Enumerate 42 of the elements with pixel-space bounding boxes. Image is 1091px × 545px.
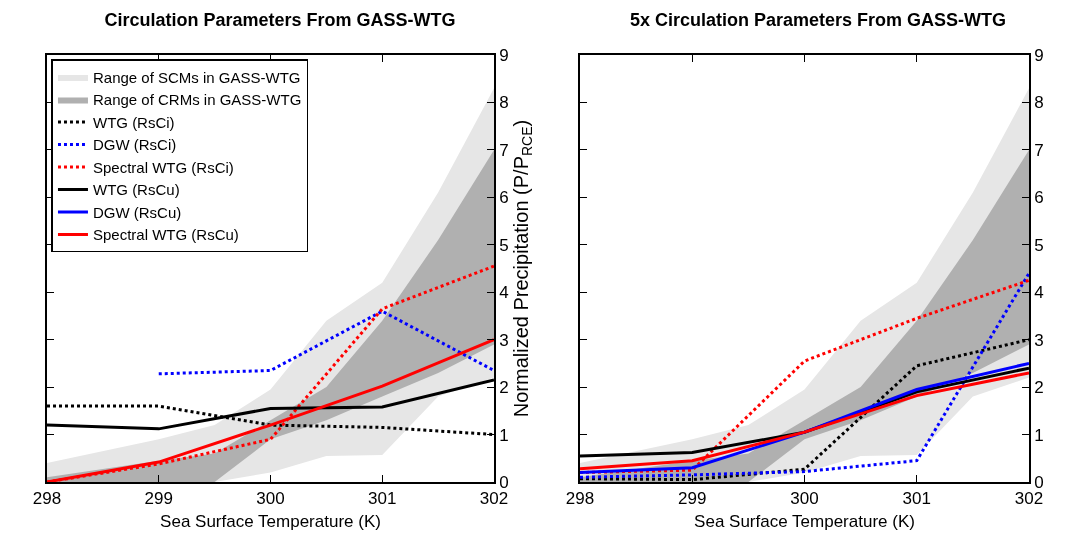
x-tick-label: 302 — [1014, 489, 1044, 509]
y-tick-label: 5 — [1034, 235, 1044, 255]
y-tick-label: 1 — [499, 425, 509, 445]
x-axis-title: Sea Surface Temperature (K) — [694, 512, 915, 532]
x-tick-label: 302 — [479, 489, 509, 509]
y-tick-label: 7 — [1034, 140, 1044, 160]
legend-label: Range of CRMs in GASS-WTG — [92, 91, 302, 109]
y-tick-label: 8 — [1034, 93, 1044, 113]
y-tick-label: 4 — [499, 283, 509, 303]
x-tick-label: 298 — [565, 489, 595, 509]
legend-label: Spectral WTG (RsCu) — [92, 226, 239, 244]
y-tick-label: 7 — [499, 140, 509, 160]
y-tick-label: 2 — [1034, 378, 1044, 398]
legend-label: DGW (RsCi) — [92, 136, 177, 154]
y-tick-label: 9 — [499, 45, 509, 65]
y-tick-label: 2 — [499, 378, 509, 398]
legend-label: DGW (RsCu) — [92, 203, 182, 221]
x-tick-label: 299 — [678, 489, 707, 509]
chart-title: 5x Circulation Parameters From GASS-WTG — [629, 10, 1007, 31]
y-tick-label: 6 — [1034, 188, 1044, 208]
x-tick-label: 300 — [790, 489, 819, 509]
y-tick-label: 0 — [1034, 472, 1044, 492]
legend-label: Spectral WTG (RsCi) — [92, 158, 234, 176]
legend-label: Range of SCMs in GASS-WTG — [92, 68, 301, 86]
x-tick-label: 300 — [256, 489, 285, 509]
x-tick-label: 298 — [32, 489, 62, 509]
x-tick-label: 301 — [902, 489, 931, 509]
y-tick-label: 1 — [1034, 425, 1044, 445]
y-tick-label: 9 — [1034, 45, 1044, 65]
y-tick-label: 6 — [499, 188, 509, 208]
y-tick-label: 3 — [1034, 330, 1044, 350]
legend-label: WTG (RsCu) — [92, 181, 180, 199]
y-tick-label: 3 — [499, 330, 509, 350]
y-tick-label: 8 — [499, 93, 509, 113]
x-tick-label: 301 — [368, 489, 397, 509]
chart-title: Circulation Parameters From GASS-WTG — [104, 10, 456, 31]
y-tick-label: 0 — [499, 472, 509, 492]
legend-label: WTG (RsCi) — [92, 113, 175, 131]
y-tick-label: 4 — [1034, 283, 1044, 303]
x-axis-title: Sea Surface Temperature (K) — [160, 512, 381, 532]
x-tick-label: 299 — [144, 489, 173, 509]
y-tick-label: 5 — [499, 235, 509, 255]
